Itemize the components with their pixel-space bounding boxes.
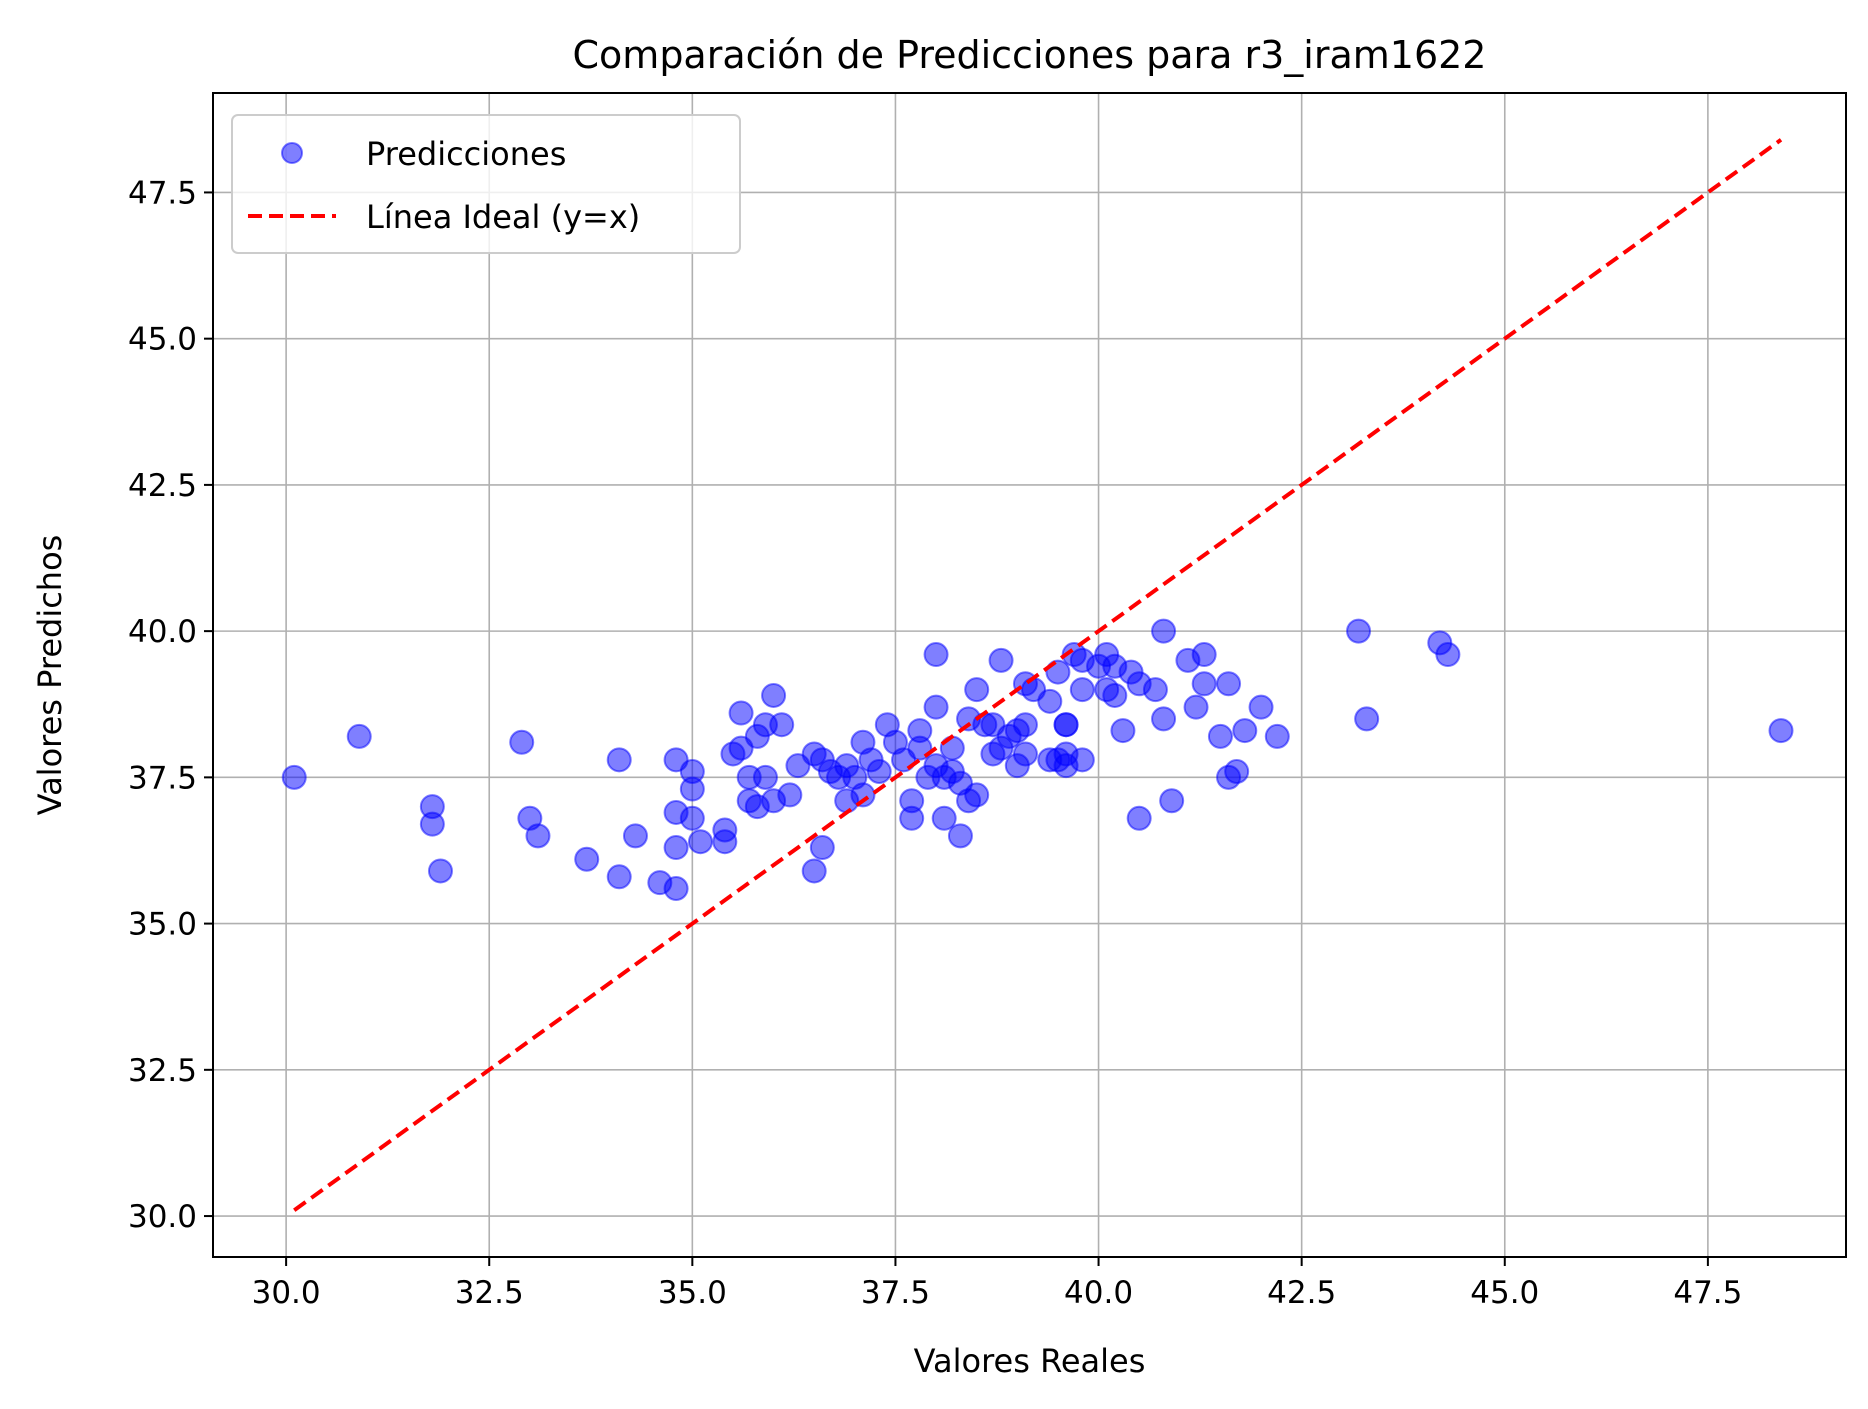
scatter-point [1012, 712, 1038, 738]
scatter-point [712, 829, 738, 855]
y-tick-label: 40.0 [128, 614, 197, 650]
scatter-point [663, 835, 689, 861]
plot-frame [212, 92, 1847, 1258]
scatter-point [1224, 759, 1250, 785]
scatter-point [1435, 642, 1461, 668]
grid [213, 93, 1846, 1257]
scatter-point [1126, 805, 1152, 831]
scatter-point [1069, 677, 1095, 703]
axis-ticks: 30.0 32.5 35.0 37.5 40.0 42.5 45.0 47.5 30.0 32.5… [128, 175, 1742, 1311]
scatter-point [1037, 688, 1063, 714]
scatter-point [1232, 718, 1258, 744]
chart-title: Comparación de Predicciones para r3_iram… [573, 33, 1487, 77]
scatter-point [281, 764, 307, 790]
scatter-point [1768, 718, 1794, 744]
scatter-point [1012, 741, 1038, 767]
scatter-point [1248, 694, 1274, 720]
scatter-point [1159, 788, 1185, 814]
scatter-point [1216, 671, 1242, 697]
y-tick-label: 35.0 [128, 907, 197, 943]
legend: Predicciones Línea Ideal (y=x) [231, 114, 741, 254]
scatter-point [687, 829, 713, 855]
scatter-point [622, 823, 648, 849]
y-tick-label: 45.0 [128, 322, 197, 358]
scatter-point [606, 747, 632, 773]
x-axis-label: Valores Reales [914, 1342, 1146, 1380]
y-tick-label: 37.5 [128, 760, 197, 796]
x-tick-label: 42.5 [1267, 1275, 1336, 1311]
y-axis-label: Valores Predichos [31, 535, 69, 816]
scatter-point [964, 677, 990, 703]
scatter-point [761, 682, 787, 708]
scatter-point [809, 835, 835, 861]
legend-label-linea-ideal: Línea Ideal (y=x) [366, 198, 640, 236]
scatter-point [769, 712, 795, 738]
y-tick-label: 42.5 [128, 468, 197, 504]
scatter-point [1069, 747, 1095, 773]
plot-series [281, 138, 1794, 1212]
scatter-point [931, 805, 957, 831]
scatter-point [899, 805, 925, 831]
scatter-point [1354, 706, 1380, 732]
scatter-point [1191, 642, 1217, 668]
scatter-point [419, 811, 445, 837]
scatter-point [663, 875, 689, 901]
scatter-point [964, 782, 990, 808]
x-tick-label: 45.0 [1470, 1275, 1539, 1311]
y-tick-label: 47.5 [128, 175, 197, 211]
scatter-point [1191, 671, 1217, 697]
scatter-point [606, 864, 632, 890]
scatter-point [346, 723, 372, 749]
scatter-point [679, 805, 705, 831]
scatter-point [509, 729, 535, 755]
ideal-line [293, 138, 1783, 1212]
scatter-point [1346, 618, 1372, 644]
legend-marker-predicciones [281, 142, 303, 164]
scatter-point [947, 823, 973, 849]
x-tick-label: 47.5 [1673, 1275, 1742, 1311]
scatter-point [1053, 712, 1079, 738]
scatter-point [1151, 706, 1177, 732]
y-tick-label: 32.5 [128, 1053, 197, 1089]
scatter-point [525, 823, 551, 849]
x-tick-label: 32.5 [455, 1275, 524, 1311]
legend-box [231, 114, 741, 254]
scatter-point [1142, 677, 1168, 703]
scatter-point [1183, 694, 1209, 720]
scatter-point [1110, 718, 1136, 744]
scatter-point [923, 642, 949, 668]
x-tick-label: 35.0 [658, 1275, 727, 1311]
x-tick-label: 40.0 [1064, 1275, 1133, 1311]
scatter-point [574, 846, 600, 872]
scatter-point [777, 782, 803, 808]
y-tick-label: 30.0 [128, 1199, 197, 1235]
legend-label-predicciones: Predicciones [366, 135, 566, 173]
scatter-point [1207, 723, 1233, 749]
scatter-point [1264, 723, 1290, 749]
scatter-point [679, 776, 705, 802]
x-tick-label: 37.5 [861, 1275, 930, 1311]
scatter-point [866, 759, 892, 785]
scatter-point [1151, 618, 1177, 644]
scatter-point [988, 647, 1014, 673]
scatter-point [752, 764, 778, 790]
scatter-point [801, 858, 827, 884]
scatter-point [850, 782, 876, 808]
scatter-point [728, 700, 754, 726]
scatter-point [1102, 682, 1128, 708]
scatter-point [923, 694, 949, 720]
scatter-point [427, 858, 453, 884]
x-tick-label: 30.0 [252, 1275, 321, 1311]
